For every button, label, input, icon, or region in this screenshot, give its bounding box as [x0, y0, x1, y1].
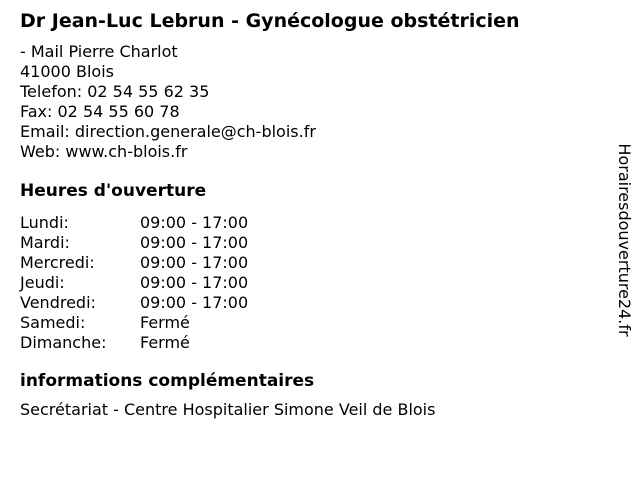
fax-line: Fax: 02 54 55 60 78	[20, 102, 316, 122]
fax-value: 02 54 55 60 78	[57, 102, 180, 121]
site-watermark-link[interactable]: Horairesdouverture24.fr	[615, 143, 634, 337]
time-value: Fermé	[140, 313, 190, 332]
page-title: Dr Jean-Luc Lebrun - Gynécologue obstétr…	[20, 10, 520, 32]
phone-label: Telefon:	[20, 82, 83, 101]
hours-row-monday: Lundi: 09:00 - 17:00	[20, 213, 248, 233]
time-value: 09:00 - 17:00	[140, 273, 249, 292]
address-line-city: 41000 Blois	[20, 62, 114, 81]
time-value: 09:00 - 17:00	[140, 233, 249, 252]
hours-row-sunday: Dimanche: Fermé	[20, 333, 248, 353]
time-value: 09:00 - 17:00	[140, 293, 249, 312]
web-label: Web:	[20, 142, 61, 161]
email-label: Email:	[20, 122, 70, 141]
time-value: 09:00 - 17:00	[140, 213, 249, 232]
fax-label: Fax:	[20, 102, 53, 121]
web-value[interactable]: www.ch-blois.fr	[65, 142, 188, 161]
hours-row-saturday: Samedi: Fermé	[20, 313, 248, 333]
web-line: Web: www.ch-blois.fr	[20, 142, 316, 162]
hours-row-tuesday: Mardi: 09:00 - 17:00	[20, 233, 248, 253]
opening-hours-table: Lundi: 09:00 - 17:00 Mardi: 09:00 - 17:00 …	[20, 213, 248, 353]
address-line-street: - Mail Pierre Charlot	[20, 42, 178, 61]
day-label: Samedi:	[20, 313, 86, 332]
day-label: Mardi:	[20, 233, 70, 252]
day-label: Jeudi:	[20, 273, 65, 292]
hours-row-wednesday: Mercredi: 09:00 - 17:00	[20, 253, 248, 273]
hours-row-thursday: Jeudi: 09:00 - 17:00	[20, 273, 248, 293]
time-value: 09:00 - 17:00	[140, 253, 249, 272]
email-line: Email: direction.generale@ch-blois.fr	[20, 122, 316, 142]
time-value: Fermé	[140, 333, 190, 352]
day-label: Vendredi:	[20, 293, 96, 312]
phone-line: Telefon: 02 54 55 62 35	[20, 82, 316, 102]
contact-info: - Mail Pierre Charlot 41000 Blois Telefo…	[20, 42, 316, 162]
day-label: Dimanche:	[20, 333, 107, 352]
day-label: Mercredi:	[20, 253, 95, 272]
additional-info-text: Secrétariat - Centre Hospitalier Simone …	[20, 400, 436, 419]
day-label: Lundi:	[20, 213, 69, 232]
additional-info-heading: informations complémentaires	[20, 371, 315, 391]
email-value[interactable]: direction.generale@ch-blois.fr	[74, 122, 316, 141]
phone-value: 02 54 55 62 35	[87, 82, 210, 101]
opening-hours-heading: Heures d'ouverture	[20, 181, 207, 201]
hours-row-friday: Vendredi: 09:00 - 17:00	[20, 293, 248, 313]
